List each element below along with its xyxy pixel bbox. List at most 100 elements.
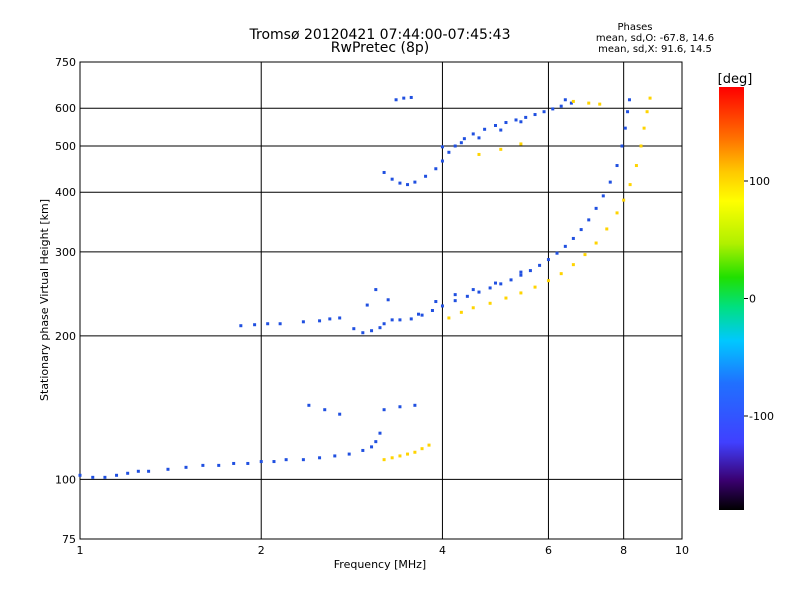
data-point [413,180,417,184]
data-point [370,329,374,333]
x-tick-label: 8 [620,544,627,557]
data-point [413,450,417,454]
data-point [615,211,619,215]
data-point [587,101,591,105]
data-point [378,431,382,435]
y-tick-label: 600 [55,102,76,115]
data-point [347,452,351,456]
data-point [434,300,438,304]
data-point [648,96,652,100]
data-point [328,317,332,321]
data-point [201,463,205,467]
data-point [402,96,406,100]
data-point [434,167,438,171]
data-point [645,110,649,114]
data-point [184,465,188,469]
data-point [509,278,513,282]
data-point [542,110,546,114]
data-point [571,263,575,267]
data-point [499,282,503,286]
data-point [398,454,402,458]
data-point [323,408,327,412]
data-point [459,141,463,145]
data-point [519,270,523,274]
data-point [598,102,602,106]
data-point [628,183,632,187]
data-point [406,183,410,187]
data-point [563,98,567,102]
chart-title: Tromsø 20120421 07:44:00-07:45:43 [249,27,511,43]
data-point [253,323,257,327]
data-point [440,304,444,308]
data-point [284,458,288,462]
data-point [301,458,305,462]
data-point [409,317,413,321]
data-point [430,308,434,312]
data-point [239,324,243,328]
data-point [370,445,374,449]
plot-frame [79,61,683,540]
data-point [605,227,609,231]
data-point [390,456,394,460]
data-point [374,440,378,444]
data-point [103,475,107,479]
y-tick-label: 200 [55,330,76,343]
data-point [338,316,342,320]
data-point [453,293,457,297]
data-point [571,236,575,240]
data-point [551,107,555,111]
data-point [115,473,119,477]
data-point [232,461,236,465]
data-point [538,263,542,267]
x-tick-label: 6 [545,544,552,557]
data-point [417,312,421,316]
data-point [499,147,503,151]
data-point [514,118,518,122]
data-point [504,121,508,125]
data-point [382,322,386,326]
data-point [546,258,550,262]
data-point [217,463,221,467]
data-point [126,471,130,475]
data-point [462,137,466,141]
y-tick-label: 300 [55,246,76,259]
data-point [471,132,475,136]
data-point [424,174,428,178]
data-point [318,456,322,460]
data-point [555,251,559,255]
data-point [352,327,356,331]
data-point [546,279,550,283]
data-point [477,290,481,294]
x-tick-label: 4 [439,544,446,557]
phase-stats-x-line: mean, sd,X: 91.6, 14.5 [598,44,712,55]
data-point [420,447,424,451]
data-point [166,467,170,471]
data-points [78,95,652,479]
phase-stats-o-line: mean, sd,O: -67.8, 14.6 [595,33,715,44]
data-point [533,285,537,289]
data-point [398,181,402,185]
data-point [147,469,151,473]
data-point [91,475,95,479]
y-tick-labels: 75 100 200 300 400 500 600 750 [55,56,76,546]
data-point [136,469,140,473]
data-point [338,412,342,416]
data-point [519,120,523,124]
data-point [579,228,583,232]
data-point [390,318,394,322]
data-point [301,320,305,324]
data-point [499,128,503,132]
data-point [569,101,573,105]
x-tick-labels: 1 2 4 6 8 10 [77,544,690,557]
data-point [272,460,276,464]
data-point [453,299,457,303]
chart-subtitle: RwPretec (8p) [330,40,430,56]
x-tick-label: 10 [675,544,689,557]
data-point [533,113,537,117]
data-point [471,306,475,310]
data-point [642,126,646,130]
data-point [398,405,402,409]
data-point [587,218,591,222]
data-point [488,286,492,290]
